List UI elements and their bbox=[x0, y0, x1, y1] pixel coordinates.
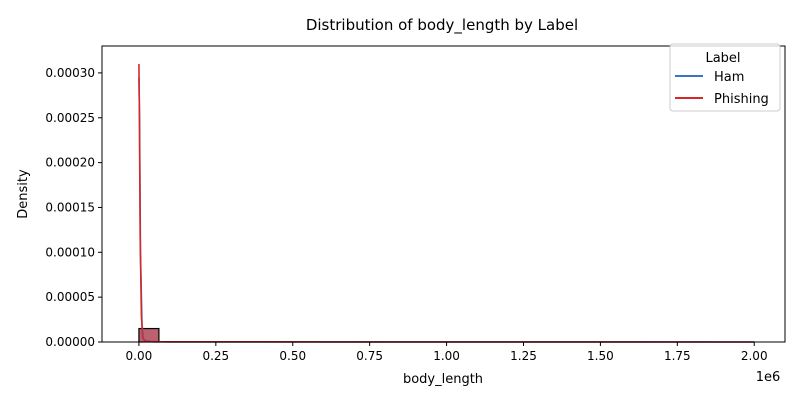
kde-line-phishing bbox=[138, 63, 755, 343]
x-tick-label: 0.25 bbox=[202, 349, 229, 363]
x-tick-label: 1.00 bbox=[433, 349, 460, 363]
y-tick-label: 0.00020 bbox=[45, 156, 95, 170]
x-tick-label: 0.75 bbox=[356, 349, 383, 363]
y-tick-label: 0.00015 bbox=[45, 200, 95, 214]
x-axis: 0.00 0.25 0.50 0.75 1.00 1.25 1.50 1.75 2.00 bbox=[126, 342, 768, 363]
chart-title: Distribution of body_length by Label bbox=[306, 16, 578, 35]
x-axis-offset-label: 1e6 bbox=[756, 370, 781, 385]
plot-area bbox=[138, 63, 755, 343]
y-tick-label: 0.00000 bbox=[45, 335, 95, 349]
x-tick-label: 0.50 bbox=[279, 349, 306, 363]
y-axis: 0.00000 0.00005 0.00010 0.00015 0.00020 0.000… bbox=[45, 66, 102, 349]
y-tick-label: 0.00030 bbox=[45, 66, 95, 80]
y-tick-label: 0.00005 bbox=[45, 290, 95, 304]
y-axis-label: Density bbox=[16, 169, 31, 219]
x-tick-label: 1.50 bbox=[587, 349, 614, 363]
y-tick-label: 0.00010 bbox=[45, 245, 95, 259]
plot-frame bbox=[101, 45, 786, 343]
x-tick-label: 0.00 bbox=[126, 349, 153, 363]
legend-title: Label bbox=[705, 51, 740, 66]
y-tick-label: 0.00025 bbox=[45, 111, 95, 125]
x-axis-label: body_length bbox=[403, 372, 483, 387]
legend-label-phishing: Phishing bbox=[714, 92, 769, 107]
x-tick-label: 1.25 bbox=[510, 349, 537, 363]
legend: Label Ham Phishing bbox=[669, 43, 781, 112]
kde-line-ham bbox=[138, 77, 755, 343]
legend-label-ham: Ham bbox=[714, 70, 744, 85]
x-tick-label: 1.75 bbox=[664, 349, 691, 363]
x-tick-label: 2.00 bbox=[741, 349, 768, 363]
legend-box bbox=[669, 43, 781, 112]
